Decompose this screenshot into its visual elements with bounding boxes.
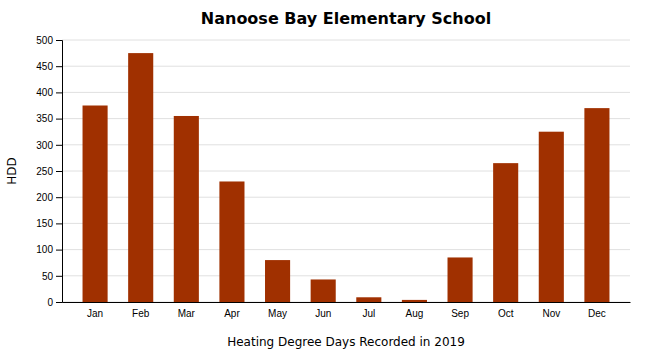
x-axis-line: [63, 302, 631, 303]
x-tick-label: Jul: [362, 308, 375, 319]
grid-line: [62, 40, 630, 41]
y-axis: 0 50 100 150 200 250 300 350 400 450 500: [36, 35, 62, 308]
y-tick-label: 250: [36, 166, 53, 177]
y-tick-label: 50: [42, 271, 54, 282]
y-tick: 300: [36, 140, 62, 151]
x-tick: Feb: [132, 308, 150, 319]
y-tick-label: 0: [47, 297, 53, 308]
y-tick: 200: [36, 192, 62, 203]
chart: Jan Feb Mar Apr May Jun Jul Aug Sep Oct Nov Dec 0 50 1…: [0, 0, 650, 360]
y-tick-label: 450: [36, 61, 53, 72]
x-tick-label: Mar: [178, 308, 196, 319]
x-tick-label: Jun: [315, 308, 331, 319]
x-tick: Jan: [87, 308, 103, 319]
x-tick: Jun: [315, 308, 331, 319]
x-tick: Dec: [588, 308, 606, 319]
y-tick: 100: [36, 244, 62, 255]
x-tick: Aug: [406, 308, 424, 319]
y-tick-label: 150: [36, 218, 53, 229]
bar: [402, 300, 427, 302]
x-tick-label: Dec: [588, 308, 606, 319]
bar: [83, 106, 108, 303]
x-tick: Jul: [362, 308, 375, 319]
bar: [311, 279, 336, 302]
bar: [219, 181, 244, 302]
x-tick-label: Sep: [451, 308, 469, 319]
y-tick-mark: [56, 40, 62, 41]
x-tick: Sep: [451, 308, 469, 319]
grid: [62, 40, 630, 302]
x-tick: Apr: [224, 308, 240, 319]
y-tick-mark: [56, 197, 62, 198]
y-tick: 500: [36, 35, 62, 46]
x-tick: Mar: [178, 308, 196, 319]
bar: [493, 163, 518, 302]
y-tick-label: 100: [36, 244, 53, 255]
bar: [265, 260, 290, 302]
y-tick-mark: [56, 66, 62, 67]
plot-area: Jan Feb Mar Apr May Jun Jul Aug Sep Oct Nov Dec 0 50 1…: [36, 35, 630, 319]
bars: [83, 53, 610, 302]
x-axis: Jan Feb Mar Apr May Jun Jul Aug Sep Oct Nov Dec: [63, 303, 631, 320]
y-tick-mark: [56, 223, 62, 224]
x-tick-label: Aug: [406, 308, 424, 319]
y-tick: 400: [36, 87, 62, 98]
bar: [356, 297, 381, 302]
y-tick-mark: [56, 302, 62, 303]
x-tick: Nov: [542, 308, 560, 319]
x-tick-label: Apr: [224, 308, 240, 319]
y-tick-label: 200: [36, 192, 53, 203]
bar: [539, 132, 564, 302]
y-tick-mark: [56, 250, 62, 251]
y-tick-label: 300: [36, 140, 53, 151]
y-tick-mark: [56, 145, 62, 146]
title: Nanoose Bay Elementary School: [201, 9, 491, 28]
bar: [128, 53, 153, 302]
y-tick: 150: [36, 218, 62, 229]
y-tick: 350: [36, 113, 62, 124]
x-tick: Oct: [498, 308, 514, 319]
y-tick-label: 350: [36, 113, 53, 124]
x-tick: May: [268, 308, 287, 319]
bar: [174, 116, 199, 302]
y-tick: 0: [47, 297, 62, 308]
bar: [448, 257, 473, 302]
x-tick-label: Nov: [542, 308, 560, 319]
y-tick: 50: [42, 271, 62, 282]
y-tick-mark: [56, 171, 62, 172]
y-tick: 450: [36, 61, 62, 72]
y-tick: 250: [36, 166, 62, 177]
y-axis-title: HDD: [5, 157, 19, 185]
bar: [584, 108, 609, 302]
x-axis-title: Heating Degree Days Recorded in 2019: [227, 335, 465, 349]
y-tick-mark: [56, 119, 62, 120]
y-axis-line: [56, 41, 63, 303]
y-tick-mark: [56, 276, 62, 277]
x-tick-label: Feb: [132, 308, 150, 319]
y-tick-mark: [56, 92, 62, 93]
x-tick-label: Oct: [498, 308, 514, 319]
x-tick-label: May: [268, 308, 287, 319]
x-tick-label: Jan: [87, 308, 103, 319]
y-tick-label: 400: [36, 87, 53, 98]
y-tick-label: 500: [36, 35, 53, 46]
